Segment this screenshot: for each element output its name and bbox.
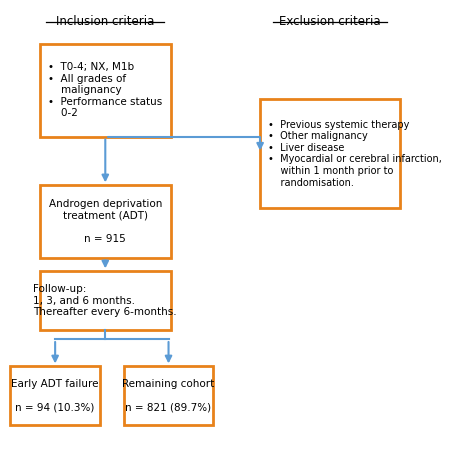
Text: Remaining cohort

n = 821 (89.7%): Remaining cohort n = 821 (89.7%) — [122, 379, 215, 412]
Text: Exclusion criteria: Exclusion criteria — [279, 16, 381, 29]
Text: Androgen deprivation
treatment (ADT)

n = 915: Androgen deprivation treatment (ADT) n =… — [49, 199, 162, 244]
FancyBboxPatch shape — [124, 366, 213, 425]
FancyBboxPatch shape — [40, 271, 171, 330]
FancyBboxPatch shape — [40, 185, 171, 258]
Text: Inclusion criteria: Inclusion criteria — [56, 16, 155, 29]
FancyBboxPatch shape — [10, 366, 100, 425]
Text: •  T0-4; NX, M1b
•  All grades of
    malignancy
•  Performance status
    0-2: • T0-4; NX, M1b • All grades of malignan… — [48, 62, 162, 118]
Text: Follow-up:
1, 3, and 6 months.
Thereafter every 6-months.: Follow-up: 1, 3, and 6 months. Thereafte… — [34, 284, 177, 317]
Text: •  Previous systemic therapy
•  Other malignancy
•  Liver disease
•  Myocardial : • Previous systemic therapy • Other mali… — [268, 119, 442, 188]
FancyBboxPatch shape — [260, 99, 400, 208]
FancyBboxPatch shape — [40, 44, 171, 136]
Text: Early ADT failure

n = 94 (10.3%): Early ADT failure n = 94 (10.3%) — [11, 379, 99, 412]
